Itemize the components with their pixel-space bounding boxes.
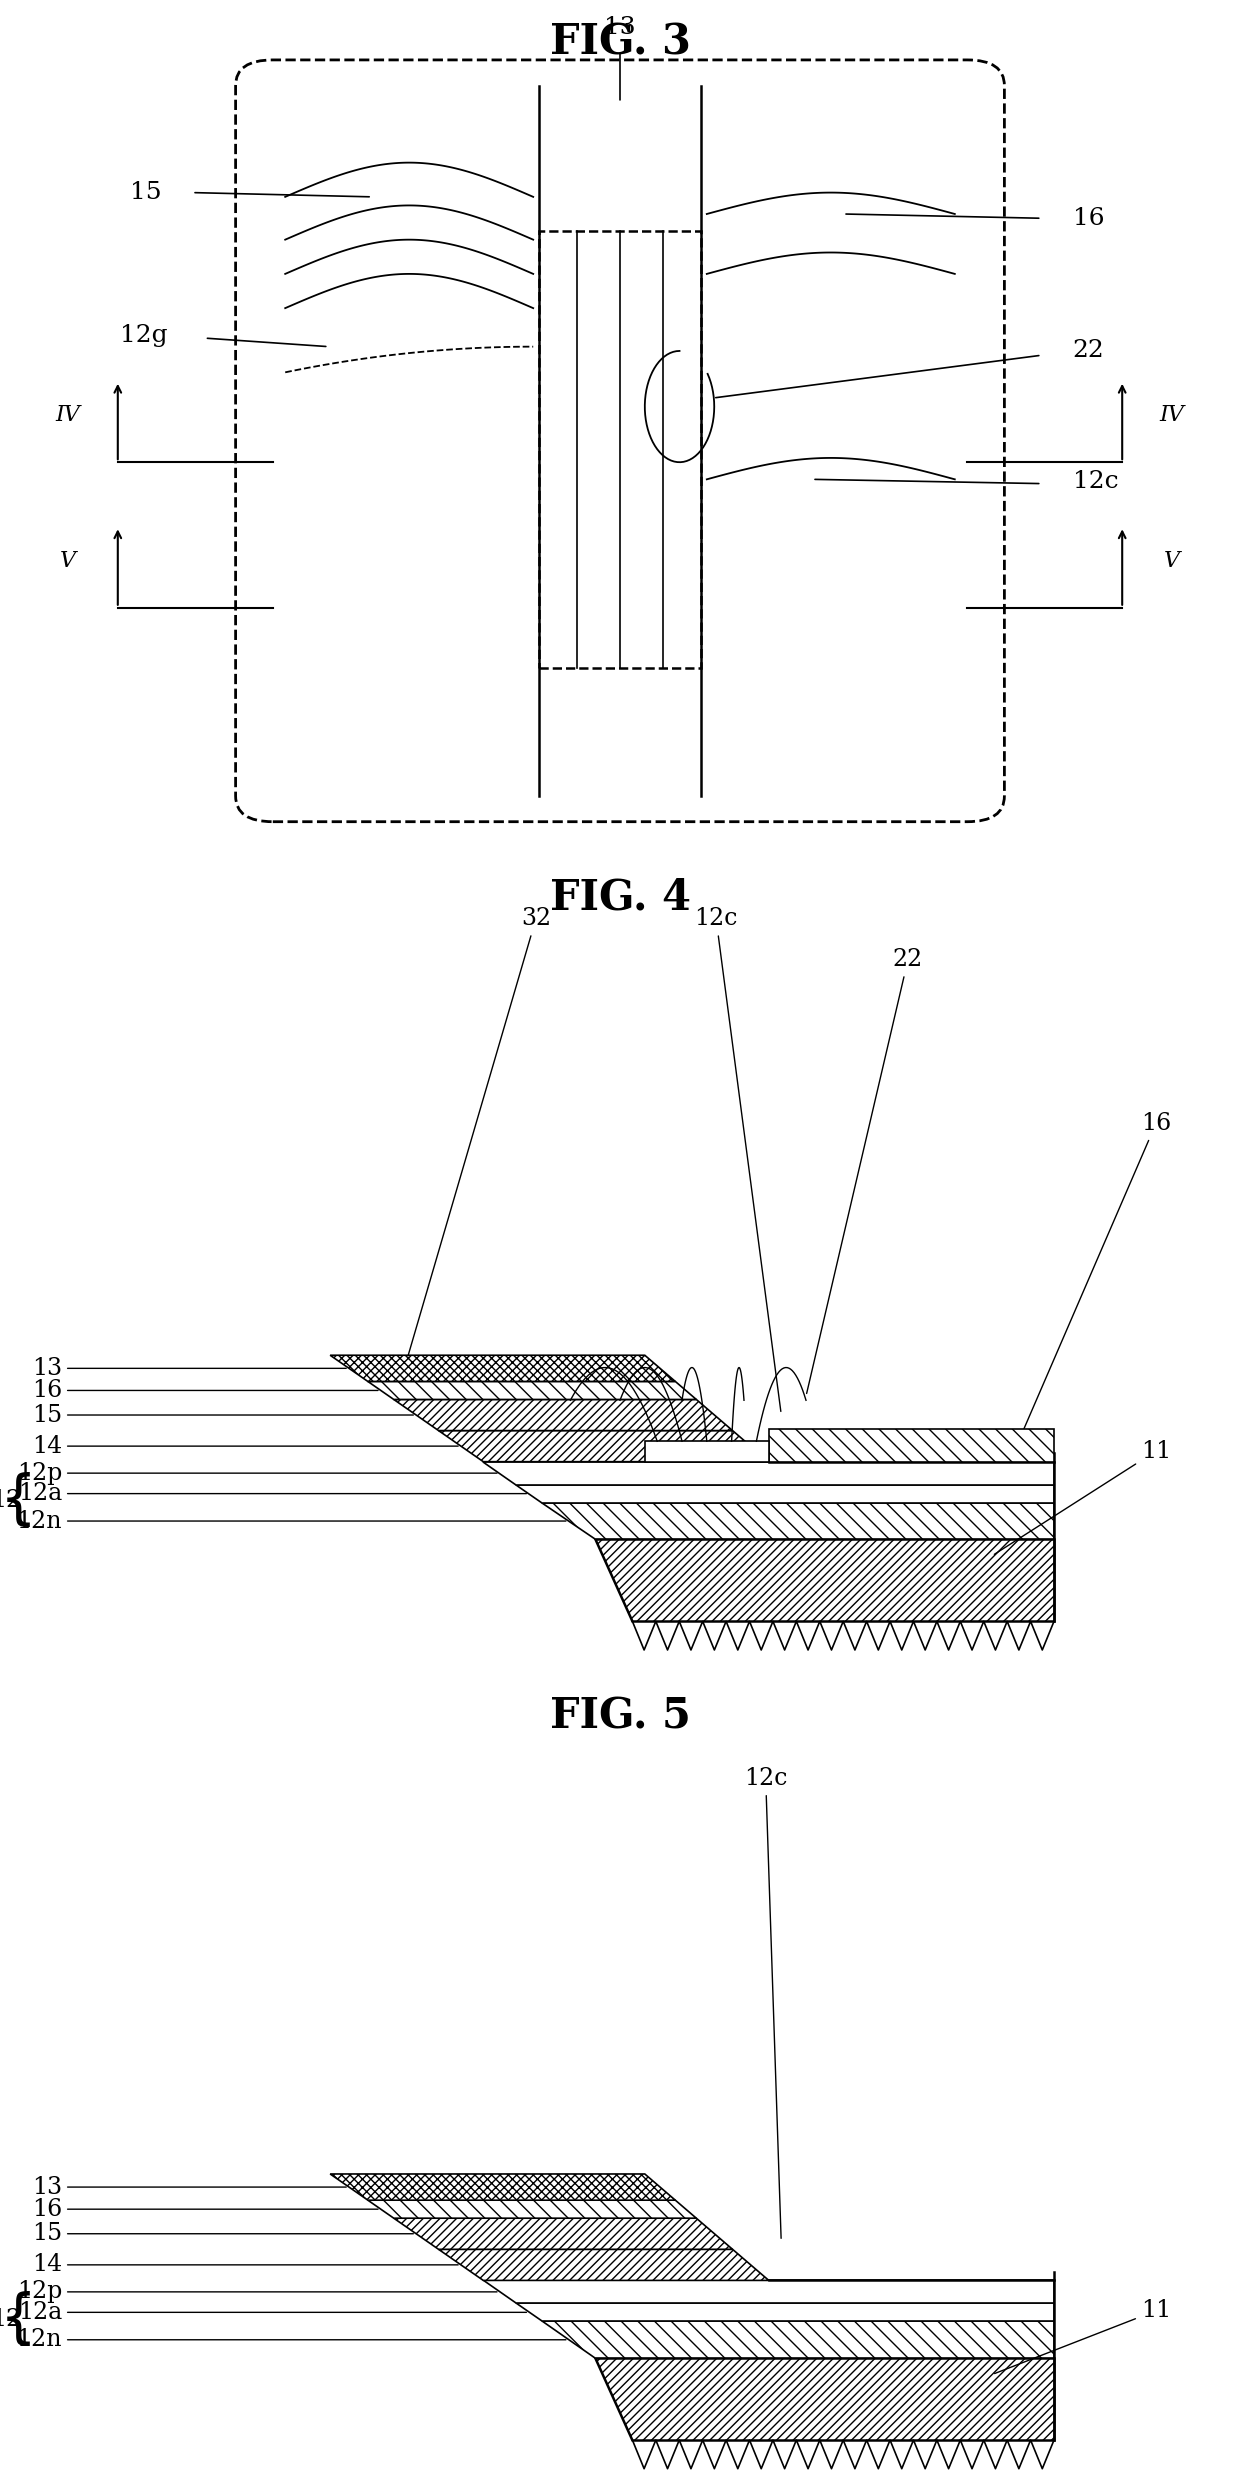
Text: 16: 16 xyxy=(1018,1111,1171,1444)
Text: 11: 11 xyxy=(994,2300,1171,2374)
Text: 15: 15 xyxy=(32,2223,413,2245)
Text: 22: 22 xyxy=(807,948,923,1394)
Text: 15: 15 xyxy=(32,1404,413,1427)
Polygon shape xyxy=(595,2357,1054,2441)
Text: FIG. 3: FIG. 3 xyxy=(549,22,691,65)
Text: 13: 13 xyxy=(32,1357,346,1379)
Text: 12c: 12c xyxy=(744,1766,787,2238)
Polygon shape xyxy=(330,1355,676,1382)
Text: {: { xyxy=(0,2290,37,2347)
Text: 12p: 12p xyxy=(16,1461,497,1484)
Text: 12c: 12c xyxy=(1073,469,1118,494)
Polygon shape xyxy=(394,2218,733,2250)
Text: FIG. 5: FIG. 5 xyxy=(549,1695,691,1737)
Text: {: { xyxy=(0,1471,37,1528)
Text: 32: 32 xyxy=(408,908,551,1355)
Polygon shape xyxy=(439,1432,769,1461)
Text: 12g: 12g xyxy=(120,325,167,347)
Polygon shape xyxy=(516,1484,1054,1503)
Text: FIG. 4: FIG. 4 xyxy=(549,876,691,918)
Text: 13: 13 xyxy=(32,2176,346,2198)
Text: 15: 15 xyxy=(129,181,161,203)
Bar xyxy=(645,1441,769,1461)
Text: 16: 16 xyxy=(1073,206,1105,231)
Text: V: V xyxy=(60,551,77,571)
Text: 12n: 12n xyxy=(16,2327,565,2352)
Text: 11: 11 xyxy=(994,1439,1171,1553)
Text: 12a: 12a xyxy=(17,2300,527,2325)
Text: 13: 13 xyxy=(604,15,636,40)
Polygon shape xyxy=(516,2302,1054,2322)
Polygon shape xyxy=(439,2250,769,2280)
Polygon shape xyxy=(368,1382,697,1399)
Bar xyxy=(769,1429,1054,1461)
Text: 12a: 12a xyxy=(17,1481,527,1506)
Polygon shape xyxy=(394,1399,733,1432)
Text: 16: 16 xyxy=(32,1379,378,1402)
Text: 16: 16 xyxy=(32,2198,378,2220)
Text: 12: 12 xyxy=(0,2307,21,2330)
Polygon shape xyxy=(330,2173,676,2201)
Text: 22: 22 xyxy=(1073,340,1105,362)
Polygon shape xyxy=(595,1538,1054,1623)
Text: V: V xyxy=(1163,551,1180,571)
Text: 14: 14 xyxy=(32,1434,458,1459)
Polygon shape xyxy=(484,1461,1054,1484)
Polygon shape xyxy=(368,2201,697,2218)
Text: 12p: 12p xyxy=(16,2280,497,2302)
Text: IV: IV xyxy=(1159,404,1184,427)
Polygon shape xyxy=(542,1503,1054,1538)
Polygon shape xyxy=(542,2322,1054,2357)
Polygon shape xyxy=(484,2280,1054,2302)
Text: 12c: 12c xyxy=(694,908,781,1412)
Text: 12n: 12n xyxy=(16,1508,565,1533)
Text: 12: 12 xyxy=(0,1489,21,1511)
Text: IV: IV xyxy=(56,404,81,427)
Bar xyxy=(539,231,701,667)
Text: 14: 14 xyxy=(32,2253,458,2278)
